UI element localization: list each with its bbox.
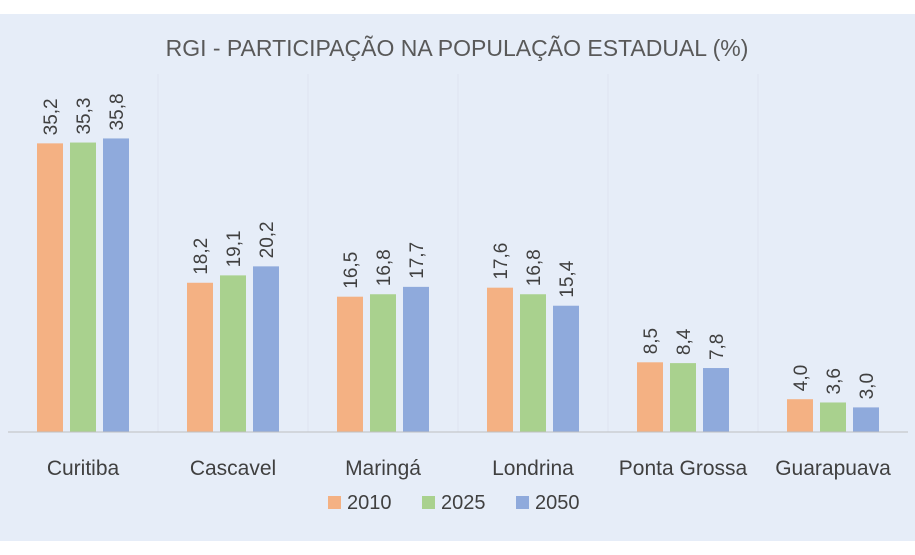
- legend-label-2025: 2025: [441, 492, 486, 514]
- data-label: 16,8: [524, 249, 545, 286]
- data-label: 35,3: [74, 98, 95, 135]
- vertical-gridlines: [157, 74, 759, 432]
- bar-2010-5: [787, 399, 813, 432]
- data-label: 7,8: [707, 334, 728, 360]
- chart-area: RGI - PARTICIPAÇÃO NA POPULAÇÃO ESTADUAL…: [0, 14, 915, 541]
- bar-2025-3: [520, 294, 546, 432]
- data-label: 3,6: [824, 368, 845, 394]
- bar-2050-4: [703, 368, 729, 432]
- legend: 2010 2025 2050: [328, 492, 580, 514]
- data-label: 35,2: [41, 98, 62, 135]
- bar-2050-1: [253, 266, 279, 432]
- bar-2010-1: [187, 282, 213, 432]
- bar-2010-2: [337, 296, 363, 432]
- bar-2025-4: [670, 363, 696, 432]
- data-label: 19,1: [224, 230, 245, 267]
- legend-swatch-2010: [328, 496, 341, 509]
- legend-label-2010: 2010: [347, 492, 392, 514]
- legend-swatch-2025: [422, 496, 435, 509]
- bar-2050-0: [103, 138, 129, 432]
- data-label: 3,0: [857, 373, 878, 399]
- data-label: 15,4: [557, 260, 578, 297]
- legend-swatch-2050: [516, 496, 529, 509]
- chart-title: RGI - PARTICIPAÇÃO NA POPULAÇÃO ESTADUAL…: [166, 35, 749, 61]
- category-label: Guarapuava: [775, 457, 891, 480]
- bar-2010-0: [37, 143, 63, 433]
- bar-2025-2: [370, 294, 396, 432]
- data-label: 16,8: [374, 249, 395, 286]
- data-label: 8,5: [641, 328, 662, 354]
- category-label: Curitiba: [47, 457, 120, 480]
- bar-2050-2: [403, 286, 429, 432]
- bar-2025-5: [820, 402, 846, 432]
- data-label: 17,6: [491, 243, 512, 280]
- bar-2010-3: [487, 287, 513, 432]
- category-label: Londrina: [492, 457, 574, 480]
- data-label: 8,4: [674, 328, 695, 355]
- category-label: Cascavel: [190, 457, 276, 480]
- category-labels: Curitiba Cascavel Maringá Londrina Ponta Gro…: [47, 457, 891, 480]
- bar-2050-3: [553, 305, 579, 432]
- data-label: 4,0: [791, 365, 812, 391]
- bar-2025-1: [220, 275, 246, 432]
- category-label: Maringá: [345, 457, 421, 480]
- bar-2050-5: [853, 407, 879, 432]
- data-label: 17,7: [407, 242, 428, 279]
- bar-2010-4: [637, 362, 663, 432]
- legend-label-2050: 2050: [535, 492, 580, 514]
- data-label: 16,5: [341, 252, 362, 289]
- data-label: 35,8: [107, 93, 128, 130]
- bar-2025-0: [70, 142, 96, 433]
- data-label: 20,2: [257, 221, 278, 258]
- bars-group: 35,2 35,3 35,8 18,2 19,1 20,2 16,5 16,8 17,7 17,6…: [37, 93, 879, 433]
- category-label: Ponta Grossa: [619, 457, 748, 480]
- chart-svg: RGI - PARTICIPAÇÃO NA POPULAÇÃO ESTADUAL…: [8, 35, 908, 514]
- data-label: 18,2: [191, 238, 212, 275]
